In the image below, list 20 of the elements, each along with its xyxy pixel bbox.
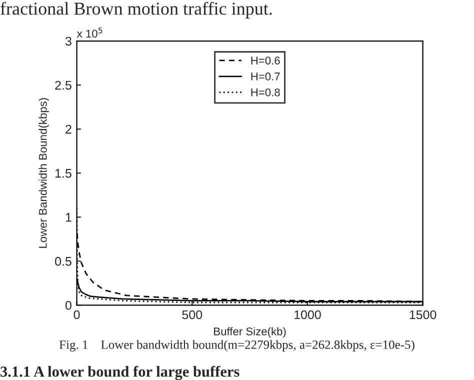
text: x 10$^{5}$ [76,28,102,38]
x-tick-label: 1500 [410,310,436,320]
y-axis-title: Lower Bandwidth Bound(kbps) [38,98,49,248]
y-tick-label: 2.5 [55,80,72,90]
legend-label: H=0.6 [251,56,280,64]
legend-label: H=0.8 [251,88,280,96]
text: 3.1.1 A lower bound for large buffers [0,366,240,380]
x-tick-label: 0 [74,310,80,320]
text: fractional Brown motion traffic input. [0,2,272,18]
y-tick-label: 1.5 [56,169,72,178]
x-tick-label: 1000 [294,310,321,320]
legend-label: H=0.7 [251,72,280,80]
y-tick-label: 0.5 [55,256,72,266]
y-tick-label: 0 [65,300,72,310]
caption: Fig. 1 Lower bandwidth bound(m=2279kbps, a=262.8kbps, ε=10e-5) [59,340,414,352]
y-tick-label: 3 [65,36,72,46]
y-tick-label: 2 [66,124,72,134]
x-axis-title: Buffer Size(kb) [214,327,286,338]
x-tick-label: 500 [182,310,202,320]
y-tick-label: 1 [66,213,72,222]
